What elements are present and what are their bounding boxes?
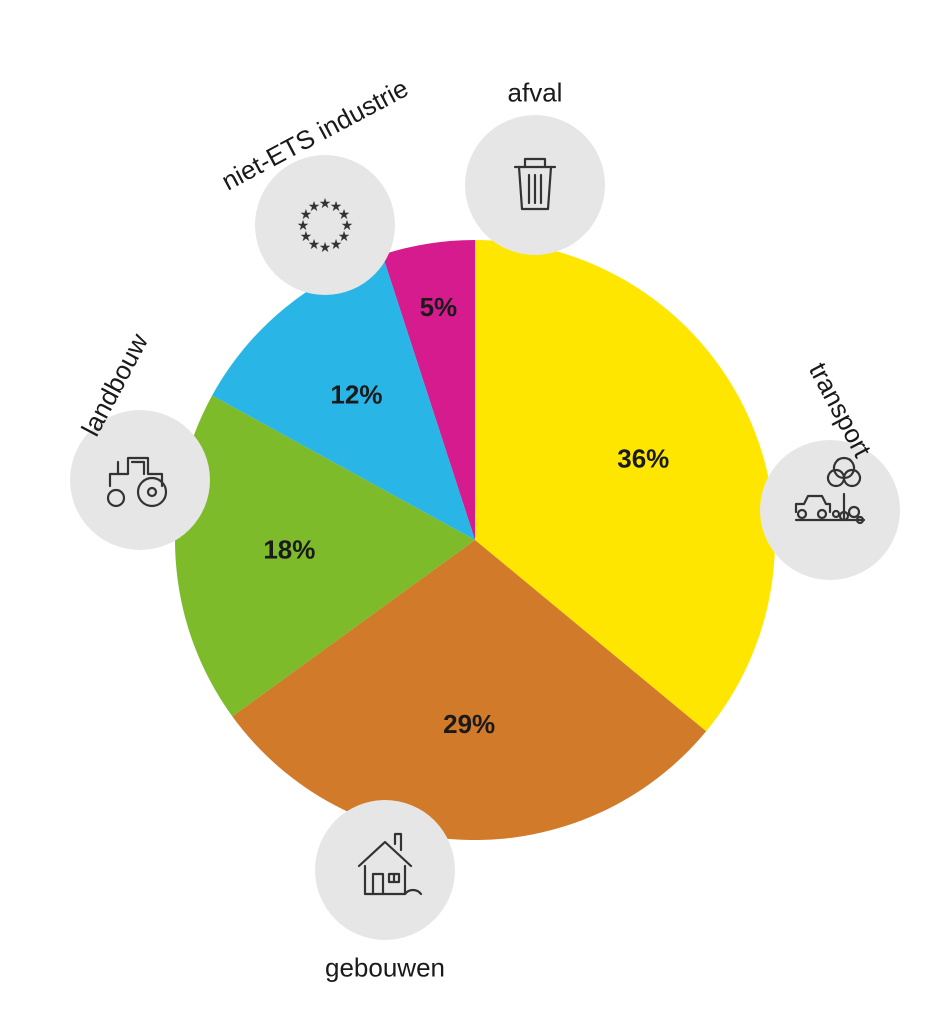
label-afval: afval	[508, 78, 563, 109]
svg-text:★: ★	[308, 198, 321, 214]
pie-chart-svg: 5%36%29%18%12%★★★★★★★★★★★★	[0, 0, 951, 1034]
pct-label-industrie: 12%	[330, 380, 382, 410]
trash-icon	[515, 159, 555, 209]
svg-text:★: ★	[330, 236, 343, 252]
pct-label-afval: 5%	[420, 292, 458, 322]
pct-label-landbouw: 18%	[263, 535, 315, 565]
pct-label-gebouwen: 29%	[443, 709, 495, 739]
pie-chart-infographic: 5%36%29%18%12%★★★★★★★★★★★★ afvaltranspor…	[0, 0, 951, 1034]
svg-text:★: ★	[319, 239, 332, 255]
callout-circle-gebouwen	[315, 800, 455, 940]
callout-circle-industrie	[255, 155, 395, 295]
label-gebouwen: gebouwen	[325, 953, 445, 984]
pct-label-transport: 36%	[617, 444, 669, 474]
